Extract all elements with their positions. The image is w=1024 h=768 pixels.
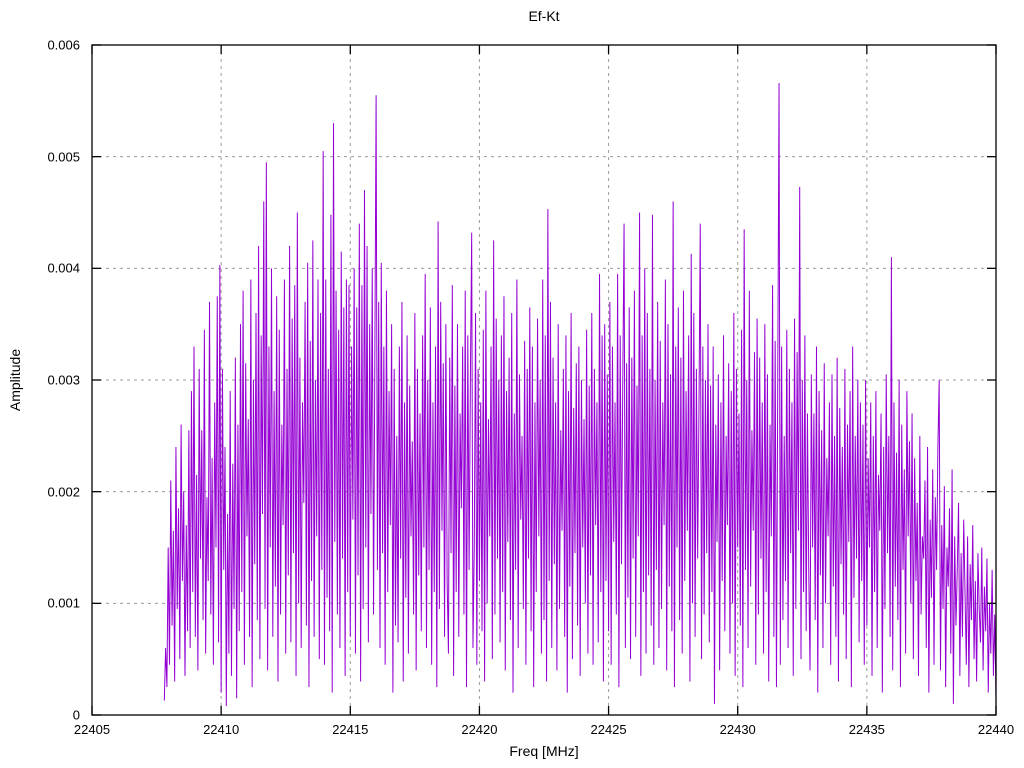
- y-tick-label: 0: [72, 707, 80, 723]
- x-tick-label: 22425: [590, 722, 627, 737]
- y-tick-label: 0.005: [47, 149, 80, 165]
- x-tick-label: 22415: [332, 722, 369, 737]
- y-tick-label: 0.001: [47, 595, 80, 611]
- y-tick-label: 0.002: [47, 484, 80, 500]
- x-axis-label: Freq [MHz]: [509, 743, 579, 759]
- x-tick-label: 22435: [848, 722, 885, 737]
- x-tick-label: 22410: [203, 722, 240, 737]
- y-tick-label: 0.004: [47, 260, 80, 276]
- y-tick-label: 0.006: [47, 37, 80, 53]
- chart-title: Ef-Kt: [528, 8, 560, 24]
- y-tick-label: 0.003: [47, 372, 80, 388]
- x-tick-label: 22405: [73, 722, 111, 737]
- x-tick-label: 22430: [719, 722, 756, 737]
- spectrum-trace: [163, 82, 997, 707]
- x-tick-label: 22440: [977, 722, 1015, 737]
- x-tick-label: 22420: [461, 722, 498, 737]
